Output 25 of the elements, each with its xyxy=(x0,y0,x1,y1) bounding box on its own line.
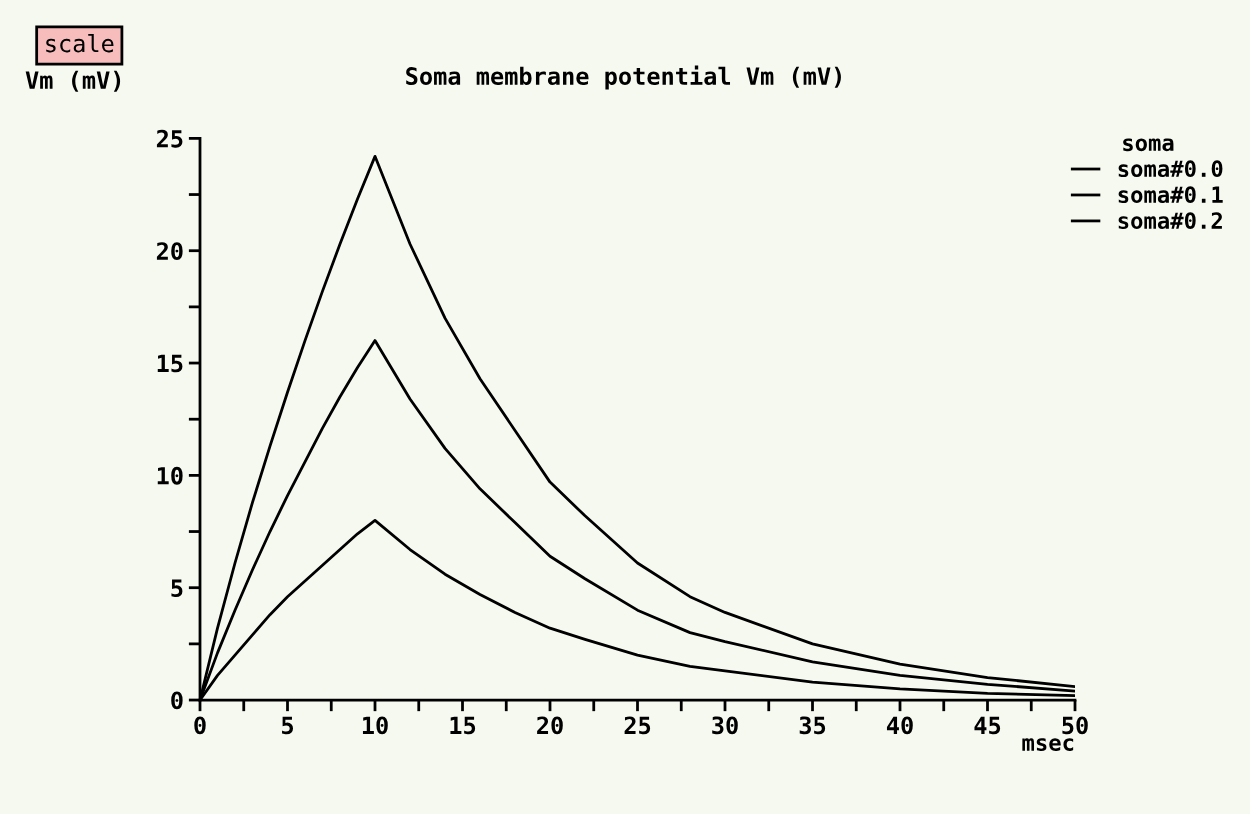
legend-title: soma xyxy=(1123,138,1174,152)
x-tick-label: 5 xyxy=(282,716,294,735)
legend-label: soma#0.1 xyxy=(1118,186,1223,204)
x-tick-label: 30 xyxy=(712,716,738,735)
y-tick-label: 15 xyxy=(157,354,183,373)
y-tick-label: 10 xyxy=(157,466,183,485)
x-tick-label: 20 xyxy=(537,716,563,735)
x-tick-label: 35 xyxy=(799,716,826,735)
y-tick-label: 5 xyxy=(171,579,183,598)
text: scale xyxy=(46,34,114,53)
x-tick-label: 45 xyxy=(974,716,1001,735)
x-tick-label: 50 xyxy=(1062,716,1088,735)
y-tick-label: 20 xyxy=(156,242,183,261)
chart-title: Soma membrane potential Vm (mV) xyxy=(406,65,841,90)
x-tick-label: 25 xyxy=(624,716,651,735)
legend-label: soma#0.2 xyxy=(1118,212,1222,230)
x-tick-label: 0 xyxy=(194,716,206,735)
y-axis-title: Vm (mV) xyxy=(25,70,121,92)
x-tick-label: 15 xyxy=(450,716,476,735)
x-axis-title: msec xyxy=(1022,738,1074,751)
y-tick-label: 0 xyxy=(171,691,183,710)
x-tick-label: 40 xyxy=(886,716,913,735)
y-tick-label: 25 xyxy=(156,129,183,148)
x-tick-label: 10 xyxy=(362,716,388,735)
legend-label: soma#0.0 xyxy=(1118,160,1223,178)
